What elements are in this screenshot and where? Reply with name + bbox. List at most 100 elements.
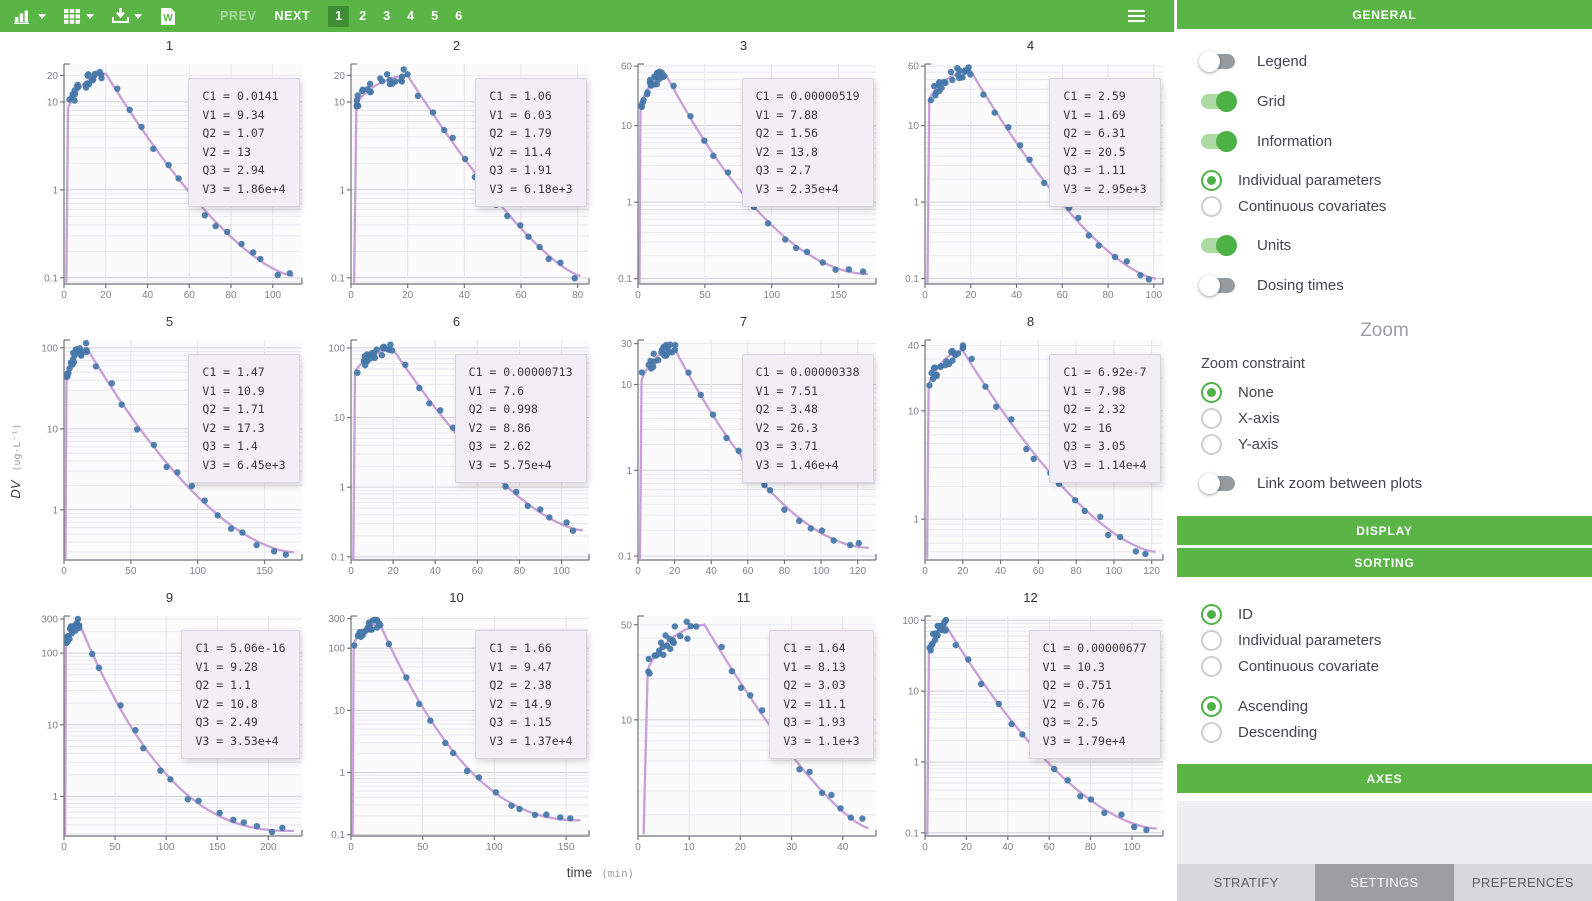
chevron-down-icon — [134, 13, 142, 19]
radio-descending[interactable] — [1201, 721, 1222, 743]
sorting-section-header[interactable]: SORTING — [1177, 548, 1592, 577]
radio-x-axis[interactable] — [1201, 407, 1222, 429]
radio-continuous-covariates[interactable] — [1201, 195, 1222, 217]
parameter-box-10: C1 = 1.66 V1 = 9.47 Q2 = 2.38 V2 = 14.9 Q3 =… — [475, 630, 587, 759]
toggle-knob — [1216, 234, 1237, 256]
chevron-down-icon — [38, 13, 46, 19]
radio-row-individual-parameters: Individual parameters — [1201, 628, 1592, 652]
param-q2: Q2 = 1.79 — [489, 126, 552, 140]
toggle-information[interactable] — [1201, 130, 1237, 152]
display-section-header[interactable]: DISPLAY — [1177, 516, 1592, 545]
plot-cell-4[interactable]: 4 60 10 1 0.1 0 20 40 60 80 100 C1 = 2.59 V1 = 1.69 Q… — [887, 36, 1174, 312]
svg-text:10: 10 — [907, 687, 919, 698]
param-c1: C1 = 0.00000677 — [1042, 641, 1147, 655]
plot-area-8: 40 10 1 0 20 40 60 80 100 120 C1 = 6.92e-7 V1 = 7.9… — [891, 332, 1171, 580]
plot-cell-5[interactable]: 5 100 10 1 0 50 100 150 C1 = 1.47 V1 = 10.9 Q2 = 1… — [26, 312, 313, 588]
plot-cell-8[interactable]: 8 40 10 1 0 20 40 60 80 100 120 C1 = 6.92e-7 V1 = 7.… — [887, 312, 1174, 588]
plot-canvas-10[interactable]: 300 100 10 1 0.10 50 100 150 — [317, 608, 597, 856]
plot-cell-7[interactable]: 7 30 10 1 0.1 0 20 40 60 80 100 120 C1 = 0.00000338 V… — [600, 312, 887, 588]
param-q2: Q2 = 2.32 — [1063, 402, 1126, 416]
hamburger-menu-icon[interactable] — [1128, 7, 1145, 25]
prev-page-button[interactable]: PREV — [220, 9, 257, 23]
svg-text:10: 10 — [907, 406, 919, 417]
param-v1: V1 = 10.3 — [1042, 659, 1105, 674]
word-export-icon[interactable]: W — [160, 7, 176, 26]
general-section-header[interactable]: GENERAL — [1177, 0, 1592, 29]
svg-text:40: 40 — [907, 341, 919, 352]
radio-none[interactable] — [1201, 381, 1222, 403]
svg-text:100: 100 — [157, 842, 174, 853]
grid-layout-icon[interactable] — [64, 8, 94, 24]
svg-text:40: 40 — [141, 290, 153, 301]
svg-text:80: 80 — [513, 566, 525, 577]
plot-cell-12[interactable]: 12 100 10 1 0.1 0 20 40 60 80 100 C1 = 0.00000677 V1… — [887, 588, 1174, 864]
plot-cell-6[interactable]: 6 100 10 1 0.1 0 20 40 60 80 100 C1 = 0.00000713 V1 … — [313, 312, 600, 588]
page-button-1[interactable]: 1 — [328, 5, 350, 27]
svg-text:50: 50 — [620, 620, 632, 631]
tab-settings[interactable]: SETTINGS — [1315, 864, 1454, 901]
download-icon[interactable] — [112, 8, 142, 24]
param-c1: C1 = 1.06 — [489, 89, 552, 103]
plot-area-1: 20 10 1 0.1 0 20 40 60 80 100 C1 = 0.0141 V1 = 9.34… — [30, 56, 310, 304]
plot-cell-9[interactable]: 9 300 100 10 1 0 50 100 150 200 C1 = 5.06e-16 V1 = … — [26, 588, 313, 864]
toggle-link-zoom-between-plots[interactable] — [1199, 472, 1235, 494]
plot-cell-3[interactable]: 3 60 10 1 0.1 0 50 100 150 C1 = 0.00000519 V1 = 7.… — [600, 36, 887, 312]
general-section: Legend Grid Information Individual paramet… — [1177, 32, 1592, 516]
param-v1: V1 = 9.34 — [202, 107, 265, 122]
radio-individual-parameters[interactable] — [1201, 629, 1222, 651]
plot-cell-10[interactable]: 10 300 100 10 1 0.1 0 50 100 150 C1 = 1.66 V1 = 9.4… — [313, 588, 600, 864]
svg-text:W: W — [163, 13, 173, 24]
sidebar-collapsed-area — [1177, 801, 1592, 864]
svg-text:1: 1 — [913, 198, 919, 209]
page-button-2[interactable]: 2 — [359, 9, 367, 23]
svg-text:40: 40 — [837, 842, 849, 853]
radio-y-axis[interactable] — [1201, 433, 1222, 455]
param-v2: V2 = 26.3 — [755, 420, 818, 435]
radio-ascending[interactable] — [1201, 695, 1222, 717]
param-v2: V2 = 14.9 — [489, 696, 552, 711]
tab-stratify[interactable]: STRATIFY — [1177, 864, 1316, 901]
svg-text:20: 20 — [333, 71, 345, 82]
page-button-6[interactable]: 6 — [455, 9, 463, 23]
toggle-dosing-times[interactable] — [1199, 274, 1235, 296]
plot-cell-2[interactable]: 2 20 10 1 0.1 0 20 40 60 80 C1 = 1.06 V1 = 6.03 Q2 =… — [313, 36, 600, 312]
toggle-label-grid: Grid — [1257, 92, 1286, 110]
toggle-units[interactable] — [1201, 234, 1237, 256]
param-v1: V1 = 9.28 — [195, 659, 258, 674]
settings-sidebar: GENERAL Legend Grid Information Individual… — [1175, 0, 1592, 901]
toggle-label-units: Units — [1257, 236, 1292, 254]
svg-text:150: 150 — [256, 566, 273, 577]
radio-label-individual-parameters: Individual parameters — [1238, 171, 1382, 189]
next-page-button[interactable]: NEXT — [274, 9, 311, 23]
param-q2: Q2 = 0.998 — [468, 402, 538, 416]
radio-id[interactable] — [1201, 603, 1222, 625]
radio-label-continuous-covariates: Continuous covariates — [1238, 197, 1387, 215]
param-v3: V3 = 3.53e+4 — [195, 733, 279, 748]
svg-text:0: 0 — [61, 842, 67, 853]
page-button-4[interactable]: 4 — [407, 9, 415, 23]
page-button-3[interactable]: 3 — [383, 9, 391, 23]
data-points-group — [62, 615, 285, 836]
y-axis-label: DV (ug·L⁻¹) — [8, 423, 23, 499]
general-toggles: Legend Grid Information — [1199, 48, 1592, 154]
svg-text:10: 10 — [46, 720, 58, 731]
toggle-legend[interactable] — [1199, 50, 1235, 72]
param-c1: C1 = 6.92e-7 — [1063, 365, 1147, 379]
toggle-grid[interactable] — [1201, 90, 1237, 112]
param-q2: Q2 = 1.71 — [202, 402, 265, 416]
svg-text:20: 20 — [387, 566, 399, 577]
radio-label-y-axis: Y-axis — [1238, 435, 1279, 453]
radio-continuous-covariate[interactable] — [1201, 655, 1222, 677]
page-button-5[interactable]: 5 — [431, 9, 439, 23]
plot-cell-11[interactable]: 11 50 10 0 10 20 30 40 C1 = 1.64 V1 = 8.13 Q2 = 3.… — [600, 588, 887, 864]
param-v2: V2 = 10.8 — [195, 696, 258, 711]
svg-text:0: 0 — [61, 290, 67, 301]
plot-cell-1[interactable]: 1 20 10 1 0.1 0 20 40 60 80 100 C1 = 0.0141 V1 = 9.3… — [26, 36, 313, 312]
axes-section-header[interactable]: AXES — [1177, 764, 1592, 793]
svg-text:60: 60 — [620, 62, 632, 73]
radio-individual-parameters[interactable] — [1201, 169, 1222, 191]
chart-type-icon[interactable] — [14, 9, 46, 24]
tab-preferences[interactable]: PREFERENCES — [1453, 864, 1592, 901]
x-axis-label: time (min) — [566, 865, 635, 880]
